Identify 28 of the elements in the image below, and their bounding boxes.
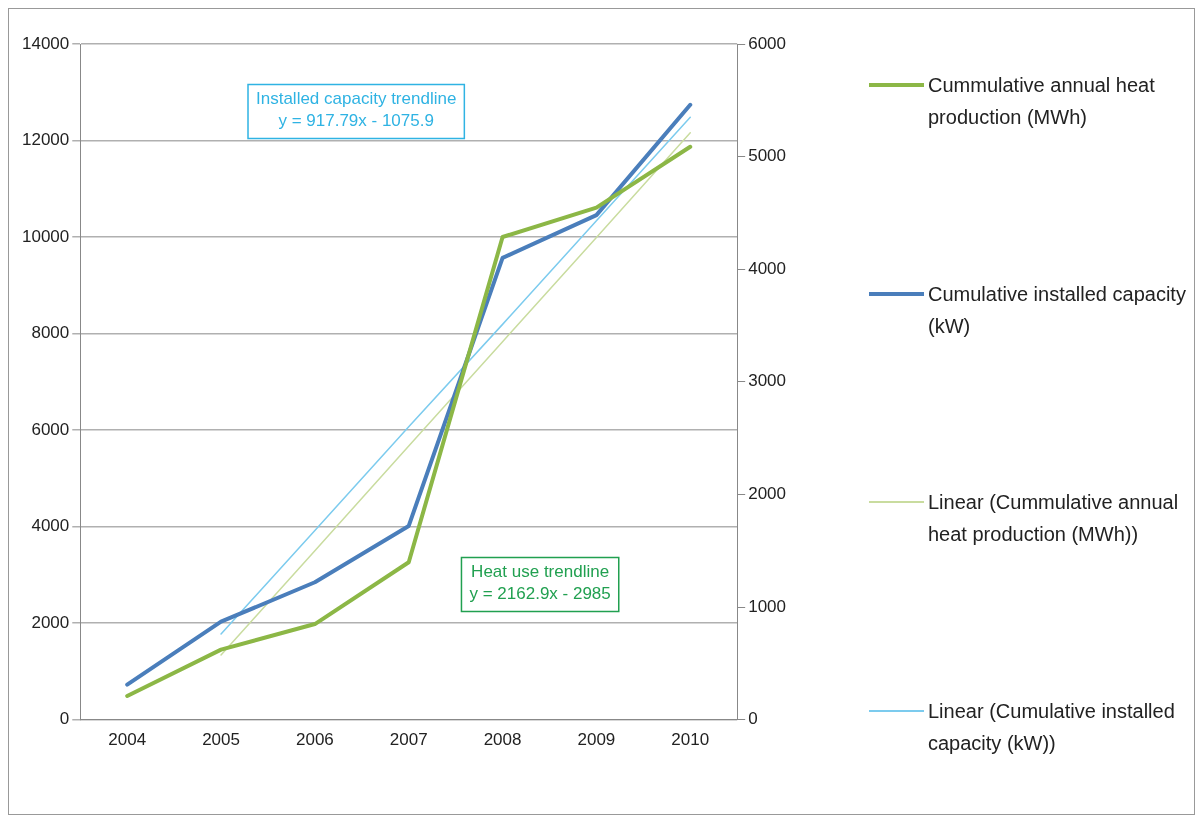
legend-label: Cummulative annual heat production (MWh) bbox=[928, 73, 1156, 130]
annotation: Heat use trendline y = 2162.9x - 2985 bbox=[469, 561, 611, 603]
y-tick-label: 4000 bbox=[31, 516, 70, 536]
y-tick-label: 8000 bbox=[31, 323, 70, 343]
legend-label: Linear (Cummulative annual heat production (MWh)) bbox=[928, 490, 1180, 548]
x-tick-label: 2007 bbox=[389, 730, 428, 750]
y2-tick-label: 5000 bbox=[748, 146, 787, 166]
y-tick-label: 12000 bbox=[21, 130, 70, 150]
y2-tick-label: 0 bbox=[748, 709, 758, 729]
y2-tick-label: 4000 bbox=[748, 258, 787, 278]
y-tick-label: 0 bbox=[59, 709, 70, 729]
x-tick-label: 2005 bbox=[202, 730, 240, 750]
y2-tick-label: 2000 bbox=[748, 484, 787, 504]
legend-label: Linear (Cumulative installed capacity (kW)) bbox=[928, 698, 1176, 756]
x-tick-label: 2006 bbox=[295, 730, 334, 750]
y-tick-label: 2000 bbox=[31, 612, 70, 632]
y-tick-label: 14000 bbox=[21, 33, 70, 53]
x-tick-label: 2008 bbox=[483, 730, 522, 750]
y2-tick-label: 3000 bbox=[748, 371, 787, 391]
y-tick-label: 10000 bbox=[21, 226, 70, 246]
y2-tick-label: 6000 bbox=[748, 33, 787, 53]
y2-tick-label: 1000 bbox=[748, 596, 787, 616]
x-tick-label: 2009 bbox=[577, 730, 616, 750]
x-tick-label: 2010 bbox=[671, 730, 710, 750]
annotation: Installed capacity trendline y = 917.79x - 1075.9 bbox=[256, 88, 457, 130]
x-tick-label: 2004 bbox=[108, 730, 147, 750]
y-tick-label: 6000 bbox=[31, 419, 70, 439]
legend-label: Cumulative installed capacity (kW) bbox=[928, 281, 1187, 339]
